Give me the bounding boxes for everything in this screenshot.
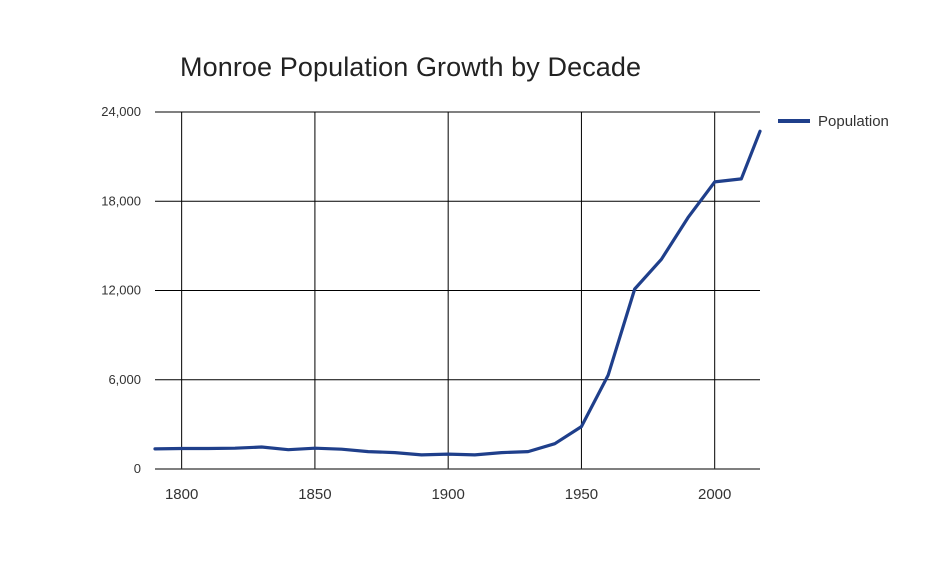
legend-label: Population [818, 113, 889, 130]
x-axis-ticks: 1800 1850 1900 1950 2000 [165, 486, 731, 503]
series-layer [153, 129, 762, 457]
y-tick-label: 18,000 [101, 193, 141, 208]
y-tick-label: 12,000 [101, 283, 141, 298]
y-tick-label: 0 [134, 461, 141, 476]
x-tick-label: 1900 [431, 486, 464, 503]
x-tick-label: 1850 [298, 486, 331, 503]
legend: Population [778, 113, 889, 130]
y-axis-ticks: 0 6,000 12,000 18,000 24,000 [101, 104, 141, 476]
y-tick-label: 6,000 [108, 372, 141, 387]
chart-title: Monroe Population Growth by Decade [180, 52, 642, 82]
y-tick-label: 24,000 [101, 104, 141, 119]
x-tick-label: 1950 [565, 486, 598, 503]
grid [155, 111, 760, 469]
x-tick-label: 1800 [165, 486, 198, 503]
series-line-population [153, 129, 762, 457]
x-tick-label: 2000 [698, 486, 731, 503]
